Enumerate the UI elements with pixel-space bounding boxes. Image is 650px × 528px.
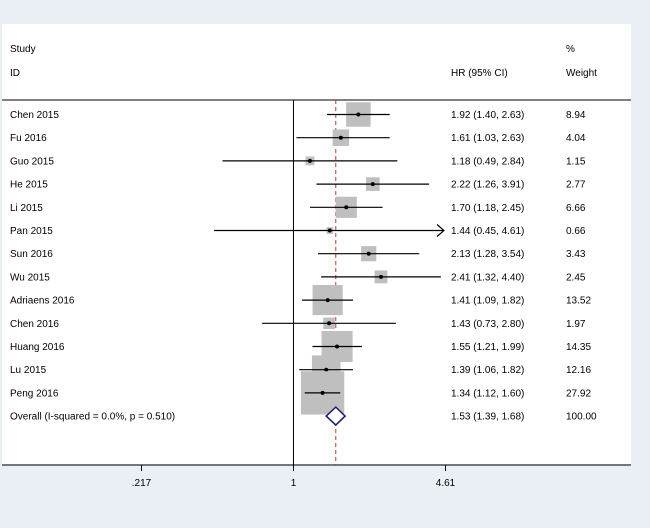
plot-marks (214, 100, 445, 465)
x-tick-label: .217 (132, 478, 152, 489)
header-study: Study (10, 44, 36, 55)
study-label: Peng 2016 (10, 388, 59, 399)
study-weight-text: 2.45 (566, 272, 586, 283)
study-weight-text: 3.43 (566, 249, 586, 260)
x-tick-label: 1 (291, 478, 297, 489)
overall-ci-text: 1.53 (1.39, 1.68) (451, 412, 524, 423)
study-point-estimate (320, 390, 325, 395)
study-ci-text: 1.44 (0.45, 4.61) (451, 226, 524, 237)
study-point-estimate (324, 367, 329, 372)
study-point-estimate (307, 158, 312, 163)
study-ci-text: 1.92 (1.40, 2.63) (451, 110, 524, 121)
study-weight-text: 27.92 (566, 388, 591, 399)
study-point-estimate (338, 135, 343, 140)
study-point-estimate (370, 182, 375, 187)
study-weight-text: 12.16 (566, 365, 591, 376)
header-percent: % (566, 44, 575, 55)
x-ticks: .217 1 4.61 (132, 465, 456, 489)
study-label: Huang 2016 (10, 342, 65, 353)
study-weight-text: 1.97 (566, 319, 586, 330)
study-ci-text: 1.39 (1.06, 1.82) (451, 365, 524, 376)
study-label: Sun 2016 (10, 249, 53, 260)
study-ci-arrow (436, 224, 445, 237)
overall-diamond (325, 406, 347, 427)
study-ci-text: 1.61 (1.03, 2.63) (451, 133, 524, 144)
study-label: Chen 2016 (10, 319, 59, 330)
study-weight-text: 8.94 (566, 110, 586, 121)
study-label: He 2015 (10, 180, 48, 191)
study-label: Chen 2015 (10, 110, 59, 121)
study-point-estimate (327, 228, 332, 233)
study-label: Lu 2015 (10, 365, 47, 376)
study-ci-text: 1.18 (0.49, 2.84) (451, 156, 524, 167)
study-ci-text: 2.41 (1.32, 4.40) (451, 272, 524, 283)
study-weight-text: 4.04 (566, 133, 586, 144)
study-ci-text: 1.34 (1.12, 1.60) (451, 388, 524, 399)
header-hr: HR (95% CI) (451, 68, 508, 79)
study-weight-text: 6.66 (566, 203, 586, 214)
study-rows: Chen 2015 1.92 (1.40, 2.63) 8.94 Fu 2016 1.6… (10, 110, 597, 423)
overall-label: Overall (I-squared = 0.0%, p = 0.510) (10, 412, 175, 423)
x-tick-label: 4.61 (436, 478, 456, 489)
study-point-estimate (366, 251, 371, 256)
study-label: Wu 2015 (10, 272, 50, 283)
study-weight-text: 0.66 (566, 226, 586, 237)
study-point-estimate (335, 344, 340, 349)
study-weight-text: 14.35 (566, 342, 591, 353)
study-point-estimate (356, 112, 361, 117)
overall-weight-text: 100.00 (566, 412, 597, 423)
study-ci-text: 1.55 (1.21, 1.99) (451, 342, 524, 353)
study-ci-text: 1.43 (0.73, 2.80) (451, 319, 524, 330)
header-id: ID (10, 68, 20, 79)
study-point-estimate (325, 298, 330, 303)
study-weight-text: 1.15 (566, 156, 586, 167)
study-ci-text: 2.13 (1.28, 3.54) (451, 249, 524, 260)
study-ci-text: 1.41 (1.09, 1.82) (451, 296, 524, 307)
study-label: Guo 2015 (10, 156, 54, 167)
study-point-estimate (378, 274, 383, 279)
header-weight: Weight (566, 68, 597, 79)
study-weight-text: 2.77 (566, 180, 586, 191)
study-ci-text: 1.70 (1.18, 2.45) (451, 203, 524, 214)
study-point-estimate (327, 321, 332, 326)
study-weight-text: 13.52 (566, 296, 591, 307)
study-label: Adriaens 2016 (10, 296, 75, 307)
study-label: Fu 2016 (10, 133, 47, 144)
study-ci-text: 2.22 (1.26, 3.91) (451, 180, 524, 191)
study-label: Pan 2015 (10, 226, 53, 237)
study-label: Li 2015 (10, 203, 43, 214)
study-point-estimate (344, 205, 349, 210)
